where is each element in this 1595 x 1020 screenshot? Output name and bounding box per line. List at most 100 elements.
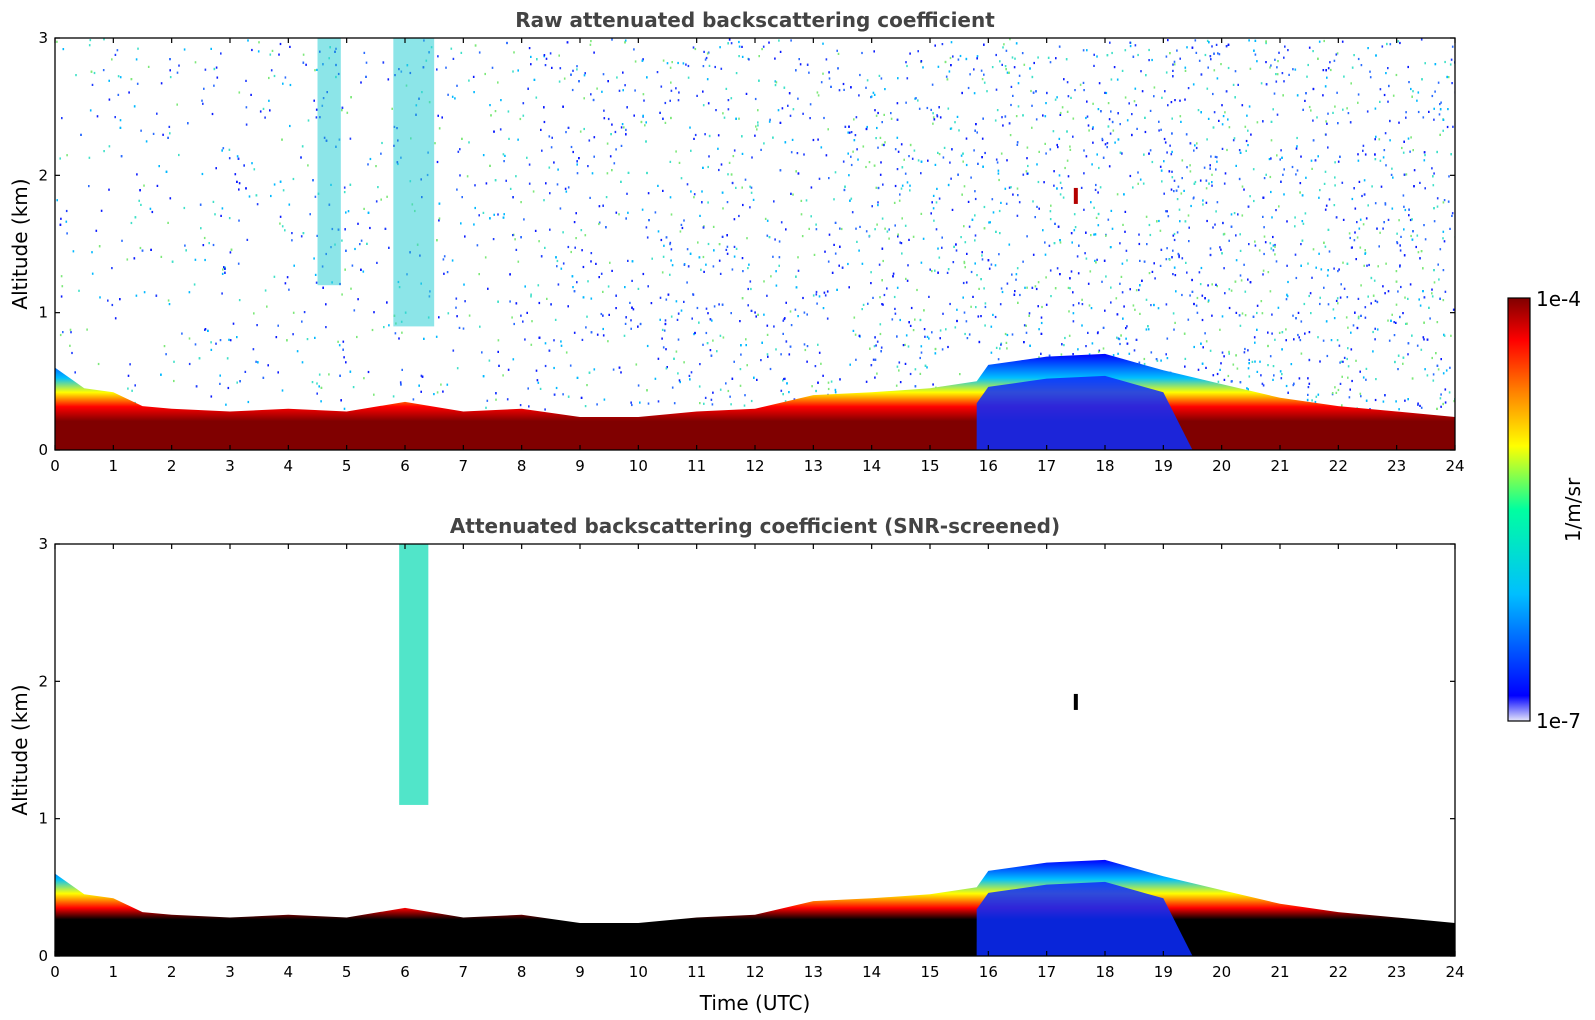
noise-pixel	[1086, 100, 1088, 103]
noise-pixel	[990, 351, 993, 354]
noise-pixel	[202, 102, 204, 105]
noise-pixel	[709, 349, 712, 352]
noise-pixel	[602, 73, 605, 76]
noise-pixel	[808, 71, 810, 74]
noise-pixel	[420, 374, 423, 377]
noise-pixel	[1360, 314, 1362, 317]
noise-pixel	[1212, 92, 1214, 96]
noise-pixel	[727, 173, 729, 176]
noise-pixel	[774, 238, 776, 241]
noise-pixel	[983, 205, 986, 209]
noise-pixel	[1311, 167, 1313, 170]
noise-pixel	[1116, 78, 1119, 81]
panel-screened-xlabel: Time (UTC)	[699, 991, 811, 1015]
noise-pixel	[1333, 267, 1335, 270]
noise-pixel	[974, 214, 976, 217]
noise-pixel	[687, 76, 690, 79]
noise-pixel	[256, 324, 258, 327]
noise-pixel	[894, 224, 896, 227]
x-tick-label: 3	[225, 457, 235, 475]
noise-pixel	[1245, 139, 1248, 143]
noise-pixel	[790, 324, 793, 327]
noise-pixel	[1399, 249, 1402, 252]
noise-pixel	[1356, 326, 1359, 330]
noise-pixel	[1254, 53, 1257, 56]
noise-pixel	[1166, 247, 1168, 250]
noise-pixel	[1148, 152, 1150, 155]
noise-pixel	[870, 282, 872, 285]
noise-pixel	[622, 71, 624, 74]
noise-pixel	[1091, 127, 1094, 130]
noise-pixel	[1376, 227, 1378, 230]
noise-pixel	[763, 313, 765, 316]
noise-pixel	[989, 221, 991, 224]
noise-pixel	[1088, 353, 1091, 356]
noise-pixel	[1054, 222, 1056, 225]
noise-pixel	[639, 322, 642, 326]
noise-pixel	[1272, 249, 1275, 252]
noise-pixel	[1070, 232, 1073, 235]
noise-pixel	[1147, 328, 1150, 331]
noise-pixel	[883, 293, 886, 297]
noise-pixel	[782, 319, 785, 322]
noise-pixel	[969, 73, 971, 76]
noise-pixel	[694, 47, 697, 51]
noise-pixel	[1422, 336, 1425, 339]
noise-pixel	[1357, 315, 1360, 318]
noise-pixel	[1234, 280, 1237, 283]
noise-pixel	[816, 91, 819, 94]
noise-pixel	[1346, 357, 1348, 361]
noise-pixel	[281, 138, 283, 141]
x-tick-label: 3	[225, 963, 235, 981]
noise-pixel	[1362, 144, 1365, 147]
aerosol-plume	[399, 544, 429, 805]
noise-pixel	[489, 104, 491, 107]
noise-pixel	[91, 83, 94, 86]
noise-pixel	[1306, 75, 1308, 78]
noise-pixel	[712, 391, 714, 394]
noise-pixel	[703, 270, 705, 273]
mixed-layer-area	[976, 881, 1193, 956]
noise-pixel	[815, 228, 818, 231]
noise-pixel	[1300, 264, 1302, 267]
noise-pixel	[722, 336, 725, 339]
noise-pixel	[1026, 146, 1029, 149]
noise-pixel	[544, 408, 546, 411]
noise-pixel	[778, 256, 781, 259]
noise-pixel	[804, 348, 807, 352]
noise-pixel	[383, 326, 385, 329]
noise-pixel	[245, 123, 248, 126]
noise-pixel	[1371, 185, 1373, 188]
noise-pixel	[896, 136, 899, 139]
noise-pixel	[702, 104, 705, 107]
noise-pixel	[876, 223, 878, 226]
noise-pixel	[1387, 319, 1389, 322]
noise-pixel	[570, 250, 572, 254]
noise-pixel	[949, 302, 951, 306]
noise-pixel	[250, 93, 252, 96]
noise-pixel	[506, 41, 508, 45]
noise-pixel	[1274, 243, 1276, 247]
noise-pixel	[1087, 331, 1089, 334]
noise-pixel	[1305, 92, 1307, 95]
noise-pixel	[517, 69, 519, 72]
noise-pixel	[1189, 164, 1191, 167]
noise-pixel	[1376, 300, 1379, 304]
noise-pixel	[1171, 132, 1173, 135]
noise-pixel	[1256, 311, 1258, 315]
noise-pixel	[1412, 230, 1414, 233]
noise-pixel	[1382, 156, 1385, 159]
noise-pixel	[1170, 153, 1173, 156]
noise-pixel	[1223, 182, 1226, 185]
noise-pixel	[1374, 138, 1376, 141]
noise-pixel	[1341, 375, 1343, 378]
noise-pixel	[609, 155, 612, 158]
x-tick-label: 5	[342, 457, 352, 475]
noise-pixel	[844, 185, 846, 188]
noise-pixel	[512, 234, 514, 237]
noise-pixel	[955, 243, 957, 246]
noise-pixel	[1369, 76, 1372, 79]
noise-pixel	[1164, 141, 1167, 144]
noise-pixel	[1360, 284, 1362, 287]
noise-pixel	[974, 129, 976, 132]
